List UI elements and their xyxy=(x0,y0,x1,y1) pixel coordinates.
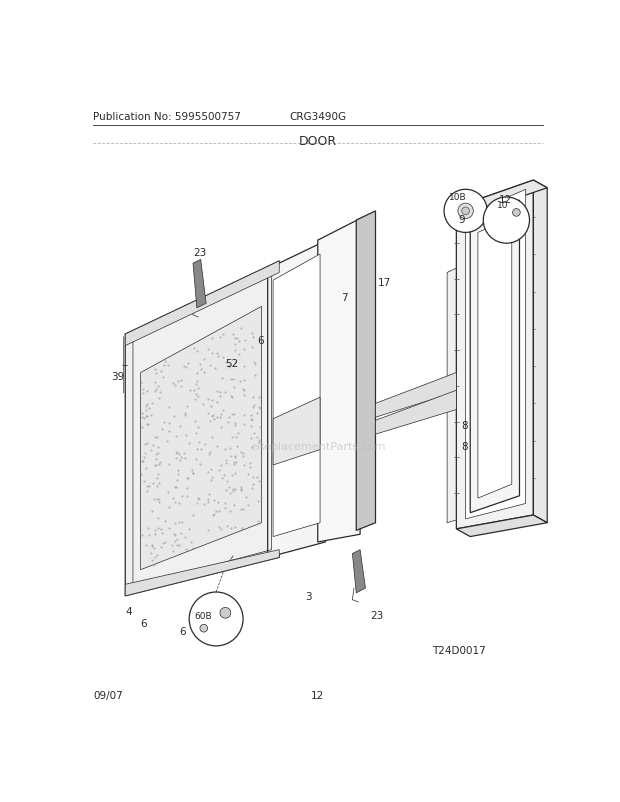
Text: 39: 39 xyxy=(112,372,125,382)
Text: 4: 4 xyxy=(125,606,132,617)
Text: 12: 12 xyxy=(311,690,324,700)
Text: 12: 12 xyxy=(498,195,512,205)
Text: 60B: 60B xyxy=(195,611,212,620)
Polygon shape xyxy=(352,550,366,593)
Polygon shape xyxy=(376,391,456,435)
Circle shape xyxy=(444,190,487,233)
Text: 6: 6 xyxy=(179,626,186,636)
Circle shape xyxy=(200,625,208,632)
Circle shape xyxy=(462,208,469,216)
Polygon shape xyxy=(456,516,547,537)
Text: eReplacementParts.com: eReplacementParts.com xyxy=(250,441,386,452)
Polygon shape xyxy=(273,398,320,465)
Text: 17: 17 xyxy=(378,277,391,287)
Polygon shape xyxy=(533,180,547,523)
Text: 3: 3 xyxy=(304,591,311,602)
Polygon shape xyxy=(141,307,262,570)
Polygon shape xyxy=(193,260,206,309)
Text: Publication No: 5995500757: Publication No: 5995500757 xyxy=(93,111,241,122)
Text: DOOR: DOOR xyxy=(299,135,337,148)
Text: 6: 6 xyxy=(258,336,264,346)
Text: 52: 52 xyxy=(225,358,239,369)
Text: 8: 8 xyxy=(462,420,468,431)
Text: 10B: 10B xyxy=(449,193,466,202)
Text: 9: 9 xyxy=(459,214,465,225)
Text: 7: 7 xyxy=(341,293,347,302)
Circle shape xyxy=(189,592,243,646)
Polygon shape xyxy=(317,219,360,542)
Text: 23: 23 xyxy=(193,248,206,258)
Polygon shape xyxy=(125,261,279,596)
Text: CRG3490G: CRG3490G xyxy=(289,111,347,122)
Polygon shape xyxy=(273,255,320,537)
Text: 6: 6 xyxy=(141,618,148,628)
Circle shape xyxy=(513,209,520,217)
Polygon shape xyxy=(356,212,376,531)
Polygon shape xyxy=(470,200,520,513)
Polygon shape xyxy=(376,373,456,418)
Polygon shape xyxy=(125,550,279,596)
Circle shape xyxy=(484,198,529,244)
Text: T24D0017: T24D0017 xyxy=(432,645,485,655)
Text: 23: 23 xyxy=(370,610,383,620)
Circle shape xyxy=(458,204,473,219)
Polygon shape xyxy=(447,267,460,523)
Polygon shape xyxy=(125,261,279,346)
Circle shape xyxy=(220,608,231,618)
Polygon shape xyxy=(466,190,526,519)
Polygon shape xyxy=(456,180,547,215)
Text: 10: 10 xyxy=(497,200,508,210)
Polygon shape xyxy=(456,180,533,529)
Text: 8: 8 xyxy=(462,441,468,452)
Polygon shape xyxy=(268,241,326,557)
Polygon shape xyxy=(478,218,512,499)
Text: 09/07: 09/07 xyxy=(93,690,123,700)
